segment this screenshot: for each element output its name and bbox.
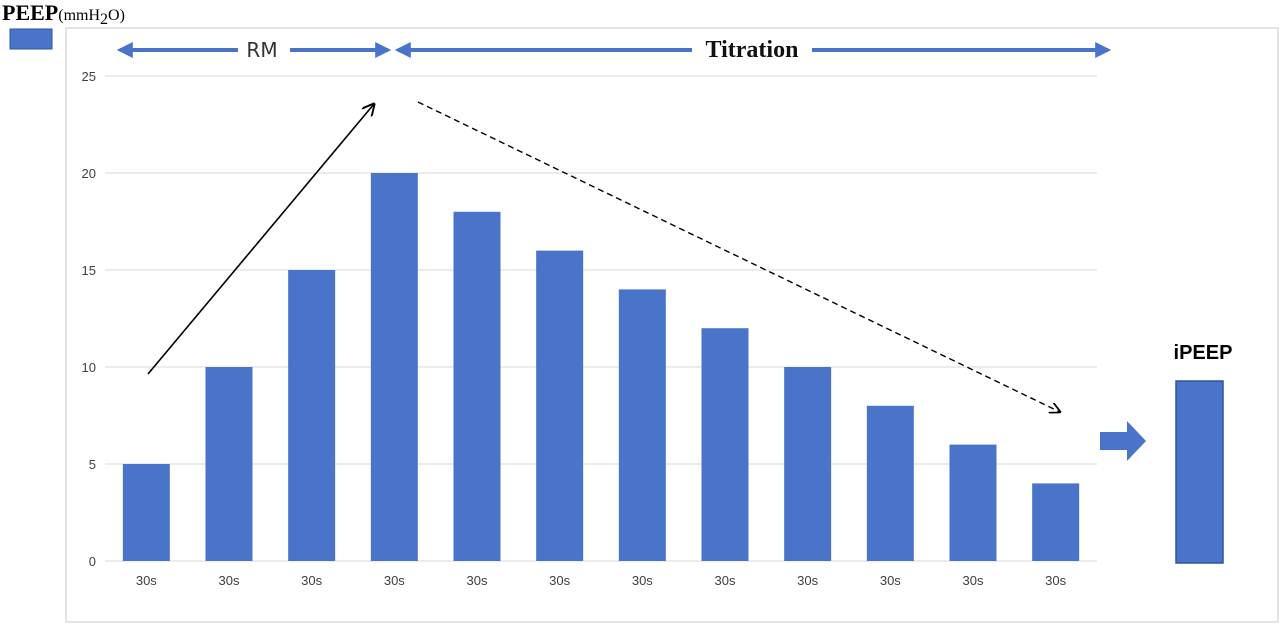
x-tick-label: 30s xyxy=(632,573,653,588)
block-arrow-icon xyxy=(1100,421,1146,461)
y-tick-label: 10 xyxy=(82,360,96,375)
peep-unit-suffix: O) xyxy=(108,7,125,24)
bar xyxy=(618,289,666,561)
x-tick-label: 30s xyxy=(1045,573,1066,588)
peep-unit-prefix: (mmH xyxy=(58,7,100,24)
y-axis-ticks: 0 5 10 15 20 25 xyxy=(82,69,96,569)
x-tick-label: 30s xyxy=(219,573,240,588)
peep-title: PEEP xyxy=(2,0,58,25)
peep-unit-sub: 2 xyxy=(100,11,108,28)
rm-trend-arrow xyxy=(147,104,374,375)
x-tick-label: 30s xyxy=(715,573,736,588)
bar xyxy=(370,173,418,561)
y-axis-title: PEEP(mmH2O) xyxy=(2,0,125,28)
titration-trend-arrow xyxy=(417,101,1060,412)
ipeep-label: iPEEP xyxy=(1174,342,1233,364)
y-tick-label: 5 xyxy=(89,457,96,472)
bar xyxy=(288,270,336,561)
x-tick-label: 30s xyxy=(549,573,570,588)
y-tick-label: 25 xyxy=(82,69,96,84)
y-tick-label: 20 xyxy=(82,166,96,181)
rm-label: RM xyxy=(246,38,277,62)
bar xyxy=(453,211,501,562)
bar xyxy=(701,328,749,561)
x-tick-label: 30s xyxy=(880,573,901,588)
gridlines xyxy=(105,75,1097,562)
titration-label: Titration xyxy=(706,37,799,63)
bar xyxy=(122,464,170,561)
y-tick-label: 15 xyxy=(82,263,96,278)
bar xyxy=(866,405,914,561)
x-tick-label: 30s xyxy=(467,573,488,588)
x-tick-label: 30s xyxy=(797,573,818,588)
x-axis-ticks: 30s 30s 30s 30s 30s 30s 30s 30s 30s 30s 30s 30s xyxy=(136,573,1067,588)
bar xyxy=(1032,483,1080,561)
legend-swatch xyxy=(9,28,53,50)
x-tick-label: 30s xyxy=(384,573,405,588)
bar xyxy=(949,444,997,561)
y-tick-label: 0 xyxy=(89,554,96,569)
plot-frame xyxy=(65,27,1279,623)
bar xyxy=(784,367,832,561)
bar-series xyxy=(122,173,1080,562)
ipeep-bar xyxy=(1175,380,1224,564)
x-tick-label: 30s xyxy=(301,573,322,588)
x-tick-label: 30s xyxy=(963,573,984,588)
bar xyxy=(536,250,584,561)
bar xyxy=(205,367,253,561)
x-tick-label: 30s xyxy=(136,573,157,588)
